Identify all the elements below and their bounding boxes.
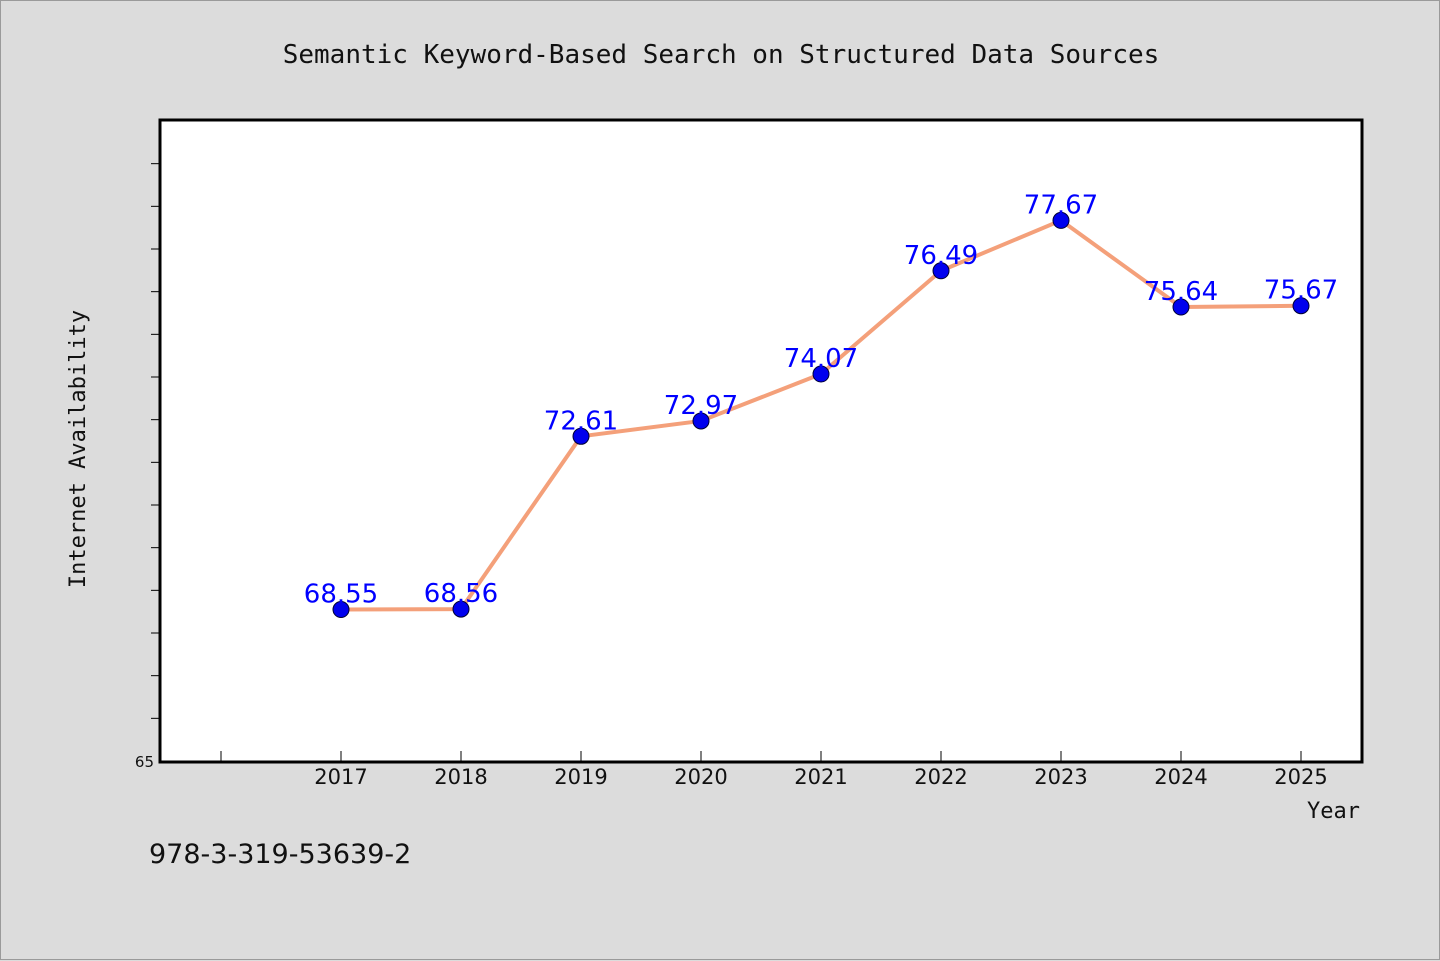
chart-title: Semantic Keyword-Based Search on Structu…	[283, 40, 1160, 70]
data-point	[1292, 297, 1310, 315]
data-label: 77.67	[1024, 190, 1098, 220]
data-point	[572, 427, 590, 445]
data-point	[812, 365, 830, 383]
data-point	[692, 412, 710, 430]
series-layer: 68.55 68.56 72.61 72.97 74.07 76.49 77.67 75.64…	[304, 190, 1338, 619]
data-label: 75.64	[1144, 277, 1218, 307]
data-label: 68.56	[424, 579, 498, 609]
isbn-annotation: 978-3-319-53639-2	[149, 839, 411, 870]
data-point	[1172, 298, 1190, 316]
x-tick-label: 2021	[794, 765, 847, 789]
x-tick-label: 2025	[1274, 765, 1327, 789]
x-tick-label: 2020	[674, 765, 727, 789]
plot-area	[158, 118, 1364, 764]
y-axis-label: Internet Availability	[66, 310, 91, 588]
data-label: 75.67	[1264, 276, 1338, 306]
x-tick-label: 2018	[434, 765, 487, 789]
x-axis-ticks: 2017 2018 2019 2020 2021 2022 2023 2024 2025	[220, 751, 1328, 789]
data-label: 72.97	[664, 391, 738, 421]
y-axis-ticks	[151, 163, 161, 719]
x-tick-label: 2019	[554, 765, 607, 789]
data-point	[332, 601, 350, 619]
data-point	[1052, 211, 1070, 229]
x-tick-label: 2023	[1034, 765, 1087, 789]
data-label: 74.07	[784, 344, 858, 374]
data-label: 76.49	[904, 241, 978, 271]
x-axis-label: Year	[1307, 799, 1360, 824]
data-label: 72.61	[544, 406, 618, 436]
data-label: 68.55	[304, 580, 378, 610]
data-point	[452, 600, 470, 618]
x-tick-label: 2024	[1154, 765, 1207, 789]
x-tick-label: 2022	[914, 765, 967, 789]
x-tick-label: 2017	[314, 765, 367, 789]
y-tick-label-min: 65	[135, 753, 154, 771]
data-point	[932, 262, 950, 280]
